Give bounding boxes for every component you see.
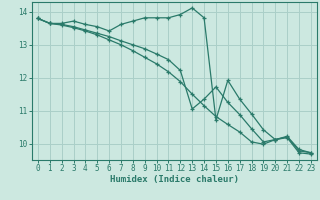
X-axis label: Humidex (Indice chaleur): Humidex (Indice chaleur)	[110, 175, 239, 184]
